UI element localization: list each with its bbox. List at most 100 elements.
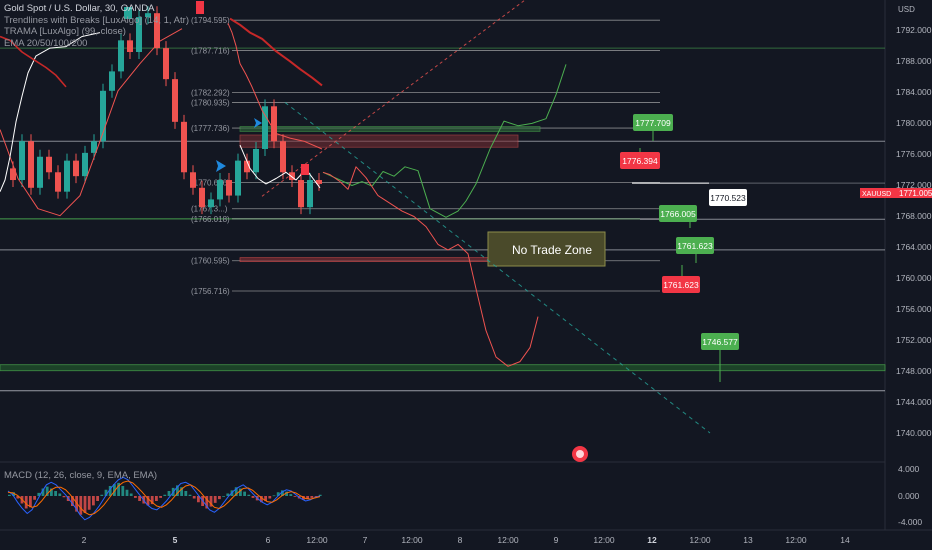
price-callout-text: 1770.523: [710, 193, 746, 203]
demand-zone: [0, 364, 886, 372]
indicator-ema-label[interactable]: EMA 20/50/100/200: [4, 37, 88, 49]
indicator-trama-label[interactable]: TRAMA [LuxAlgo] (99, close): [4, 26, 126, 37]
candle-body: [262, 106, 268, 149]
price-tick-label: 1768.000: [896, 211, 932, 221]
macd-histogram-bar: [239, 488, 242, 496]
time-tick-label: 8: [458, 535, 463, 545]
time-axis[interactable]: 2 5 6 12:00 7 12:00 8 12:00 9 12:00 12 12:00 13 12:00…: [82, 535, 850, 545]
macd-histogram-bar: [134, 496, 137, 498]
level-label: (1760.595): [191, 257, 230, 266]
price-tick-label: 1748.000: [896, 366, 932, 376]
macd-histogram-bar: [146, 496, 150, 506]
price-callouts[interactable]: 1777.709 1776.394 1770.523 1766.005 1761.623…: [620, 114, 747, 382]
time-tick-label: 12: [647, 535, 657, 545]
ema-white-line: [0, 32, 101, 192]
candle-body: [271, 106, 277, 142]
macd-histogram-bar: [218, 496, 221, 500]
candle-body: [217, 180, 223, 200]
candle-body: [10, 168, 16, 181]
indicator-trendlines-label[interactable]: Trendlines with Breaks [LuxAlgo] (14, 1,…: [4, 14, 189, 26]
macd-histogram-bar: [310, 496, 314, 498]
trendlines[interactable]: [261, 0, 711, 434]
price-tick-label: 1776.000: [896, 149, 932, 159]
candle-body: [145, 13, 151, 18]
macd-histogram-bar: [75, 496, 78, 512]
macd-histogram-bar: [293, 496, 297, 497]
level-label: (1770.676): [191, 178, 230, 187]
macd-legend-label[interactable]: MACD (12, 26, close, 9, EMA, EMA): [4, 470, 158, 481]
macd-histogram-bar: [318, 494, 322, 496]
macd-histogram-bar: [108, 486, 112, 496]
support-zone-upper: [239, 126, 541, 132]
macd-histogram-bar: [117, 482, 120, 496]
price-tick-label: 1752.000: [896, 335, 932, 345]
price-callout-box: [676, 237, 714, 254]
time-tick-label: 9: [554, 535, 559, 545]
macd-histogram-bar: [16, 496, 20, 499]
no-trade-zone-box: [487, 231, 606, 267]
supply-demand-zones[interactable]: No Trade Zone: [0, 126, 886, 372]
candle-body: [163, 48, 169, 80]
blue-arrow-marker: [216, 160, 226, 172]
level-label: (1794.595): [191, 16, 230, 25]
candle-body: [235, 160, 241, 196]
ema-200-line: [0, 35, 67, 88]
candle-body: [37, 156, 43, 188]
time-tick-label: 6: [266, 535, 271, 545]
macd-histogram-bar: [251, 496, 255, 498]
symbol-title[interactable]: Gold Spot / U.S. Dollar, 30, OANDA: [4, 3, 155, 14]
projection-series[interactable]: [0, 17, 567, 367]
chart-legend: Gold Spot / U.S. Dollar, 30, OANDA Trend…: [4, 3, 189, 49]
macd-histogram-bar: [281, 490, 284, 496]
price-callout-text: 1761.623: [663, 280, 699, 290]
macd-histogram-bar: [289, 494, 293, 496]
price-callout-box: [709, 189, 747, 206]
price-tick-label: 1780.000: [896, 118, 932, 128]
macd-histogram-bar: [92, 496, 95, 506]
candles: [10, 6, 322, 215]
price-callout-text: 1777.709: [635, 118, 671, 128]
price-axis[interactable]: USD 1792.000 1788.000 1784.000 1780.000 1776.…: [860, 5, 932, 527]
candle-body: [127, 40, 133, 52]
candle-body: [118, 40, 124, 72]
macd-histogram-bar: [150, 496, 154, 505]
macd-pane[interactable]: [7, 476, 322, 521]
macd-histogram-bar: [234, 487, 238, 496]
candle-body: [172, 79, 178, 122]
macd-histogram-bar: [285, 491, 288, 496]
price-callout-text: 1746.577: [702, 337, 738, 347]
macd-histogram-bar: [205, 496, 209, 509]
resistance-zone: [239, 134, 519, 148]
macd-histogram-bar: [222, 496, 225, 497]
ema-slow-line: [0, 28, 183, 217]
price-callout-text: 1766.005: [660, 209, 696, 219]
ema-fast-line: [227, 23, 323, 150]
price-callout-box: [620, 152, 660, 169]
macd-histogram-bar: [184, 491, 188, 496]
macd-tick-label: -4.000: [898, 517, 922, 527]
signal-markers: [124, 1, 309, 175]
level-label: (1767.3...): [191, 205, 228, 214]
macd-histogram-bar: [272, 495, 276, 497]
macd-histogram-bar: [104, 489, 108, 496]
candle-body: [298, 180, 304, 208]
macd-histogram-bar: [213, 496, 217, 503]
macd-histogram-bar: [159, 496, 162, 498]
candle-body: [19, 141, 25, 181]
price-tick-label: 1788.000: [896, 56, 932, 66]
macd-histogram-bar: [125, 489, 129, 496]
candle-body: [64, 160, 70, 192]
sell-marker: [301, 164, 309, 175]
level-label: (1782.292): [191, 88, 230, 97]
red-projection-path: [322, 166, 539, 367]
horizontal-levels[interactable]: (1794.595) (1787.716) (1782.292)(1780.935)…: [0, 16, 885, 392]
macd-histogram-bar: [58, 493, 62, 496]
macd-histogram-bar: [243, 491, 246, 496]
candle-body: [289, 172, 295, 181]
macd-histogram-bar: [41, 488, 45, 496]
macd-histogram-bar: [62, 496, 66, 498]
time-tick-label: 5: [173, 535, 178, 545]
macd-histogram-bar: [45, 486, 49, 496]
